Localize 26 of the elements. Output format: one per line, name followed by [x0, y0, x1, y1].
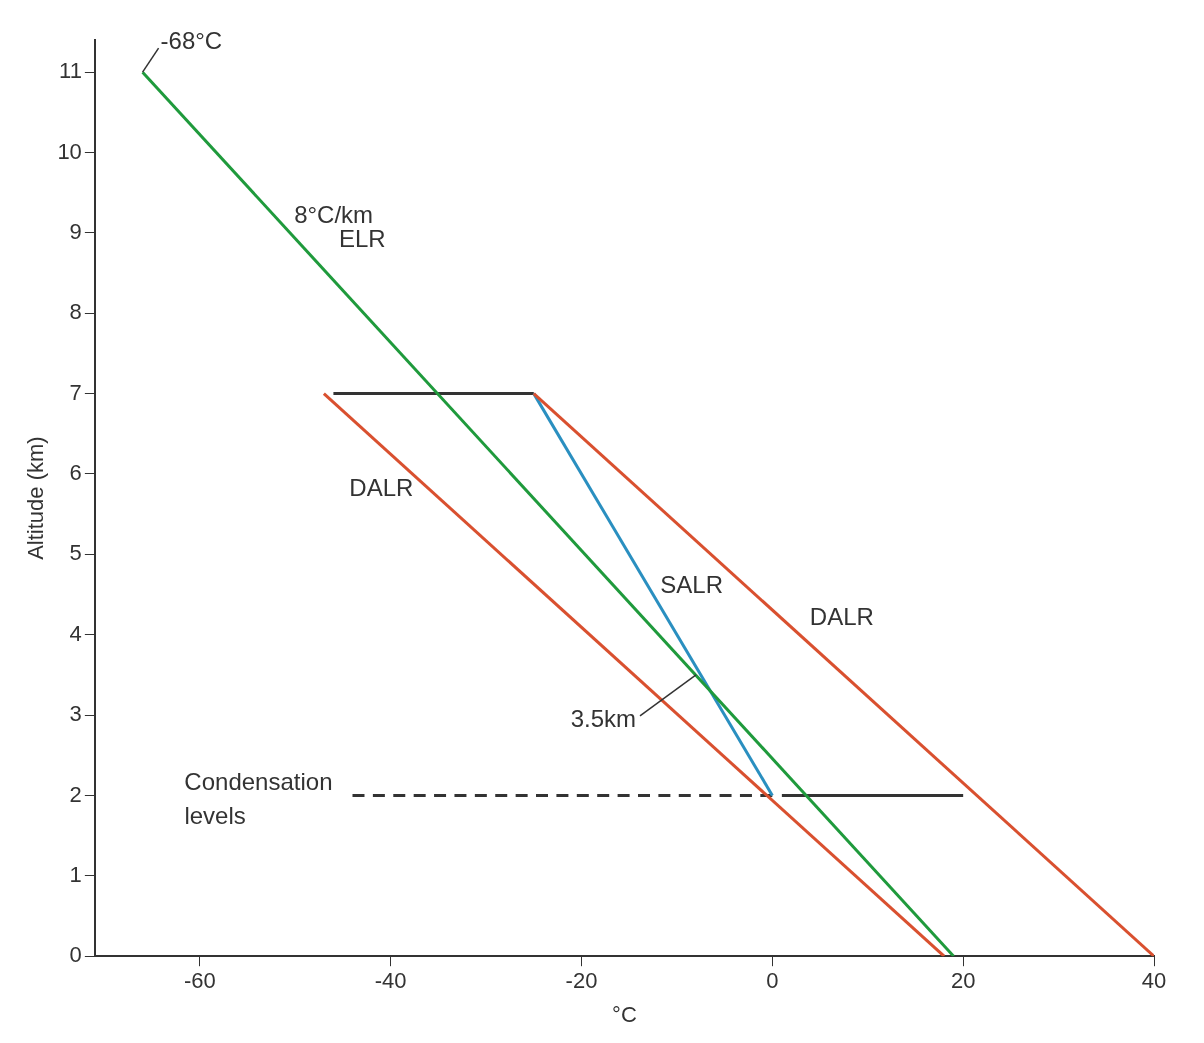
x-tick-label: 40 [1141, 968, 1167, 994]
x-tick-label: -20 [565, 968, 598, 994]
x-tick-label: -60 [183, 968, 216, 994]
y-tick-label: 5 [69, 540, 82, 566]
y-tick-label: 1 [69, 861, 82, 887]
y-tick-label: 0 [69, 942, 82, 968]
x-tick-label: 20 [950, 968, 976, 994]
annotation: -68°C [160, 26, 223, 54]
series-label: DALR [809, 603, 874, 631]
y-tick-label: 8 [69, 299, 82, 325]
x-axis-title: °C [612, 1001, 637, 1027]
annotation: 3.5km [570, 704, 636, 732]
series-label: DALR [349, 473, 414, 501]
x-tick-label: -40 [374, 968, 407, 994]
y-tick-label: 10 [57, 138, 82, 164]
y-tick-label: 4 [69, 620, 82, 646]
y-tick-label: 7 [69, 379, 82, 405]
series-label: SALR [660, 571, 723, 599]
y-tick-label: 11 [59, 58, 82, 84]
x-tick-label: 0 [766, 968, 779, 994]
y-tick-label: 9 [69, 218, 82, 244]
y-tick-label: 6 [69, 460, 82, 486]
annotation: Condensation levels [184, 768, 333, 830]
y-tick-label: 2 [69, 781, 82, 807]
y-tick-label: 3 [69, 701, 82, 727]
y-axis-title: Altitude (km) [23, 436, 49, 560]
